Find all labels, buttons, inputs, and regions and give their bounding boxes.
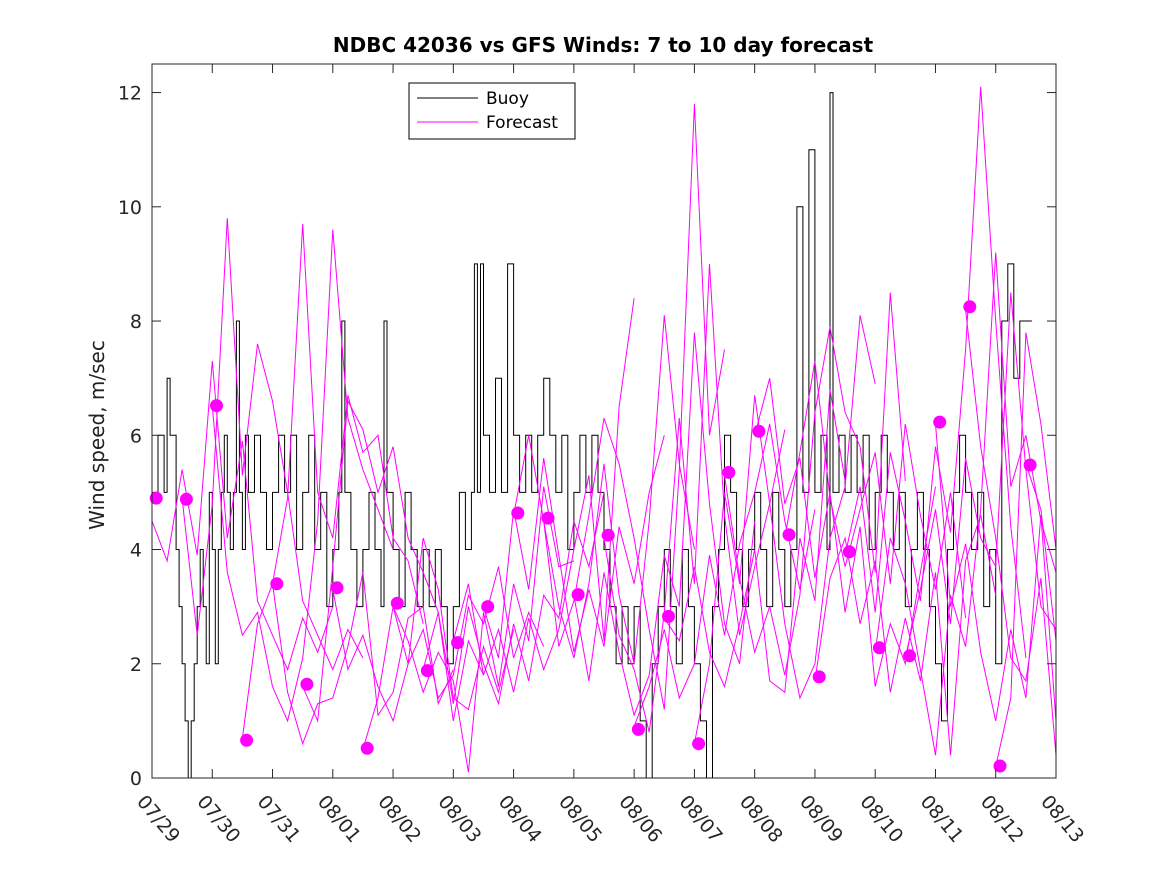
forecast-marker-21 [752, 424, 766, 438]
forecast-marker-28 [963, 300, 977, 314]
series-line-forecast-run-5 [272, 572, 454, 746]
forecast-marker-26 [903, 649, 917, 663]
series-line-forecast-run-2 [181, 218, 364, 671]
y-tick-label-6: 6 [130, 425, 142, 447]
forecast-marker-5 [270, 577, 284, 591]
series-line-forecast-run-23 [814, 515, 997, 756]
series-line-forecast-run-15 [573, 332, 756, 717]
series-line-forecast-run-29 [995, 332, 1056, 767]
series-line-forecast-run-17 [633, 423, 816, 727]
forecast-marker-6 [300, 677, 314, 691]
forecast-marker-19 [692, 737, 706, 751]
forecast-marker-24 [842, 545, 856, 559]
plot-series-group [152, 86, 1056, 778]
legend-label-forecast: Forecast [486, 113, 558, 133]
forecast-marker-9 [390, 596, 404, 610]
series-line-forecast-run-24 [844, 86, 1027, 659]
series-line-forecast-run-14 [543, 103, 725, 710]
forecast-marker-2 [179, 492, 193, 506]
forecast-marker-14 [541, 511, 555, 525]
forecast-marker-8 [360, 741, 374, 755]
y-tick-label-2: 2 [130, 654, 142, 676]
y-tick-label-10: 10 [118, 197, 142, 219]
forecast-marker-10 [420, 664, 434, 678]
series-line-forecast-run-22 [784, 360, 967, 619]
y-axis-label: Wind speed, m/sec [85, 340, 109, 530]
series-line-forecast-run-6 [302, 399, 484, 723]
series-line-forecast-run-11 [452, 298, 635, 693]
forecast-marker-4 [240, 733, 254, 747]
forecast-marker-3 [210, 399, 223, 413]
forecast-marker-23 [812, 670, 826, 684]
legend: Buoy Forecast [408, 82, 576, 140]
forecast-marker-30 [1023, 458, 1037, 472]
series-line-forecast-run-28 [965, 309, 1056, 756]
series-line-forecast-run-21 [754, 378, 936, 687]
forecast-marker-25 [872, 641, 886, 655]
legend-label-buoy: Buoy [486, 89, 529, 109]
series-line-buoy [152, 92, 1032, 778]
forecast-marker-27 [933, 415, 947, 429]
series-line-forecast-run-10 [422, 492, 605, 706]
y-tick-label-8: 8 [130, 311, 142, 333]
y-tick-label-4: 4 [130, 540, 142, 562]
axes-box [151, 63, 1057, 779]
series-line-forecast-run-3 [211, 229, 394, 723]
series-line-forecast-run-20 [724, 292, 906, 676]
forecast-marker-13 [511, 506, 525, 520]
chart-title: NDBC 42036 vs GFS Winds: 7 to 10 day for… [333, 33, 874, 57]
plot-area [149, 86, 1056, 778]
series-line-forecast-run-18 [663, 389, 846, 694]
series-line-forecast-run-7 [332, 537, 515, 723]
series-line-forecast-run-16 [603, 263, 786, 733]
forecast-marker-1 [149, 491, 163, 505]
series-line-forecast-run-26 [904, 292, 1056, 659]
series-line-forecast-run-30 [1025, 463, 1056, 641]
forecast-marker-12 [481, 600, 495, 614]
forecast-marker-16 [601, 528, 615, 542]
series-line-forecast-run-27 [935, 423, 1056, 722]
forecast-marker-18 [662, 609, 675, 623]
forecast-marker-15 [571, 588, 585, 602]
series-line-forecast-run-25 [874, 252, 1056, 756]
forecast-marker-7 [330, 581, 344, 595]
y-tick-label-12: 12 [118, 83, 142, 105]
forecast-marker-29 [993, 759, 1007, 773]
series-line-forecast-run-1 [152, 360, 334, 671]
forecast-marker-20 [722, 465, 736, 479]
series-line-forecast-run-19 [693, 315, 876, 744]
forecast-marker-22 [782, 528, 796, 542]
legend-box [408, 82, 576, 140]
y-tick-label-0: 0 [130, 768, 142, 790]
forecast-marker-17 [631, 722, 645, 736]
forecast-marker-11 [451, 636, 465, 650]
series-line-forecast-run-9 [392, 486, 575, 773]
